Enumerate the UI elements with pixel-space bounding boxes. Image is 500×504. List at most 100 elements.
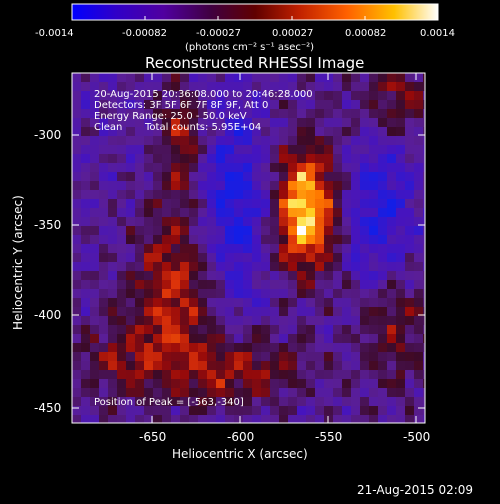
heatmap-cell: [162, 136, 171, 145]
heatmap-cell: [423, 406, 425, 415]
heatmap-cell: [378, 136, 387, 145]
heatmap-cell: [90, 307, 99, 316]
heatmap-cell: [117, 316, 126, 325]
heatmap-cell: [387, 163, 396, 172]
heatmap-cell: [387, 190, 396, 199]
heatmap-cell: [162, 307, 171, 316]
heatmap-cell: [315, 226, 324, 235]
heatmap-cell: [414, 316, 423, 325]
heatmap-cell: [288, 190, 297, 199]
heatmap-cell: [396, 136, 405, 145]
heatmap-cell: [72, 406, 81, 415]
heatmap-cell: [405, 118, 414, 127]
heatmap-cell: [342, 415, 351, 423]
heatmap-cell: [414, 415, 423, 423]
heatmap-cell: [333, 190, 342, 199]
heatmap-cell: [180, 388, 189, 397]
heatmap-cell: [270, 298, 279, 307]
heatmap-cell: [252, 82, 261, 91]
heatmap-cell: [324, 271, 333, 280]
heatmap-cell: [234, 262, 243, 271]
heatmap-cell: [162, 334, 171, 343]
heatmap-cell: [378, 199, 387, 208]
heatmap-cell: [99, 244, 108, 253]
heatmap-cell: [144, 379, 153, 388]
heatmap-cell: [387, 82, 396, 91]
heatmap-cell: [297, 271, 306, 280]
heatmap-cell: [153, 118, 162, 127]
heatmap-cell: [405, 163, 414, 172]
heatmap-cell: [288, 289, 297, 298]
heatmap-cell: [405, 307, 414, 316]
heatmap-cell: [351, 136, 360, 145]
heatmap-cell: [81, 406, 90, 415]
heatmap-cell: [180, 109, 189, 118]
heatmap-cell: [135, 190, 144, 199]
heatmap-cell: [81, 82, 90, 91]
heatmap-cell: [270, 352, 279, 361]
heatmap-cell: [216, 136, 225, 145]
heatmap-cell: [180, 253, 189, 262]
heatmap-cell: [126, 406, 135, 415]
heatmap-cell: [225, 370, 234, 379]
heatmap-cell: [99, 271, 108, 280]
heatmap-cell: [117, 298, 126, 307]
heatmap-cell: [198, 280, 207, 289]
heatmap-cell: [333, 109, 342, 118]
heatmap-cell: [279, 343, 288, 352]
heatmap-cell: [414, 172, 423, 181]
heatmap-cell: [189, 289, 198, 298]
heatmap-cell: [396, 127, 405, 136]
heatmap-cell: [207, 127, 216, 136]
heatmap-cell: [90, 343, 99, 352]
heatmap-cell: [225, 262, 234, 271]
heatmap-cell: [162, 100, 171, 109]
heatmap-cell: [405, 406, 414, 415]
heatmap-cell: [396, 199, 405, 208]
heatmap-cell: [414, 253, 423, 262]
heatmap-cell: [189, 370, 198, 379]
heatmap-cell: [243, 154, 252, 163]
heatmap-cell: [396, 118, 405, 127]
heatmap-cell: [297, 199, 306, 208]
heatmap-cell: [108, 136, 117, 145]
heatmap-cell: [387, 127, 396, 136]
heatmap-cell: [252, 118, 261, 127]
heatmap-cell: [153, 262, 162, 271]
heatmap-cell: [288, 406, 297, 415]
heatmap-cell: [144, 154, 153, 163]
heatmap-cell: [387, 361, 396, 370]
heatmap-cell: [270, 388, 279, 397]
heatmap-cell: [180, 244, 189, 253]
heatmap-cell: [333, 316, 342, 325]
heatmap-cell: [108, 244, 117, 253]
heatmap-cell: [216, 271, 225, 280]
heatmap-cell: [234, 127, 243, 136]
heatmap-cell: [270, 199, 279, 208]
heatmap-cell: [153, 271, 162, 280]
heatmap-cell: [315, 208, 324, 217]
heatmap-cell: [99, 262, 108, 271]
heatmap-cell: [225, 253, 234, 262]
heatmap-cell: [396, 316, 405, 325]
heatmap-cell: [306, 253, 315, 262]
heatmap-cell: [369, 154, 378, 163]
heatmap-cell: [198, 406, 207, 415]
heatmap-cell: [315, 100, 324, 109]
heatmap-cell: [342, 316, 351, 325]
heatmap-cell: [288, 82, 297, 91]
heatmap-cell: [315, 235, 324, 244]
heatmap-cell: [72, 163, 81, 172]
heatmap-cell: [72, 73, 81, 82]
heatmap-cell: [81, 289, 90, 298]
heatmap-cell: [387, 316, 396, 325]
heatmap-cell: [279, 325, 288, 334]
heatmap-cell: [90, 127, 99, 136]
heatmap-cell: [225, 406, 234, 415]
heatmap-cell: [324, 370, 333, 379]
heatmap-cell: [414, 163, 423, 172]
heatmap-cell: [216, 253, 225, 262]
heatmap-cell: [315, 343, 324, 352]
heatmap-cell: [405, 199, 414, 208]
